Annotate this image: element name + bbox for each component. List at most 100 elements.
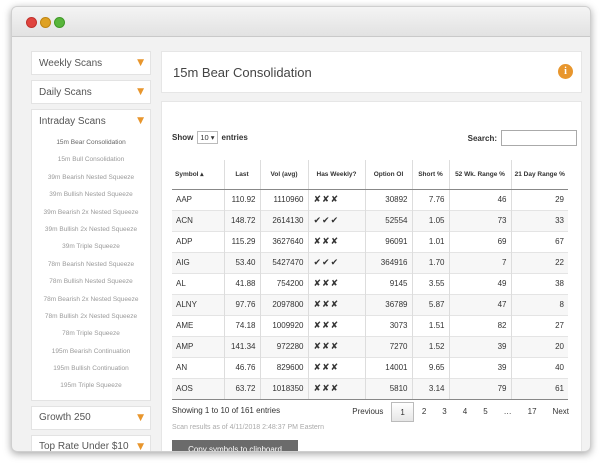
- sidebar-item-scan[interactable]: 78m Bearish Nested Squeeze: [47, 260, 135, 268]
- cell-vol: 754200: [260, 272, 309, 294]
- intraday-scan-list: 15m Bear Consolidation 15m Bull Consolida…: [32, 132, 150, 400]
- column-header-d21[interactable]: 21 Day Range %: [511, 160, 568, 190]
- cell-d21: 67: [511, 230, 568, 252]
- column-header-weekly[interactable]: Has Weekly?: [308, 160, 366, 190]
- cell-vol: 972280: [260, 335, 309, 357]
- cell-wk52: 73: [449, 209, 512, 231]
- search-label: Search:: [467, 133, 497, 143]
- sidebar-item-scan[interactable]: 78m Bullish Nested Squeeze: [49, 278, 133, 286]
- column-header-last[interactable]: Last: [224, 160, 261, 190]
- cell-d21: 33: [511, 209, 568, 231]
- pagination-page[interactable]: 3: [442, 407, 447, 416]
- pagination-page[interactable]: 4: [462, 407, 468, 416]
- sidebar-header-weekly[interactable]: Weekly Scans ▼: [32, 52, 150, 74]
- copy-symbols-button[interactable]: Copy symbols to clipboard: [172, 440, 298, 451]
- sidebar-item-scan[interactable]: 39m Triple Squeeze: [62, 243, 120, 251]
- cell-last: 63.72: [224, 377, 261, 400]
- cell-weekly: ✘✘✘: [308, 356, 366, 378]
- table-body: AAP 110.92 1110960 ✘✘✘ 30892 7.76 46 29 ACN 148.7…: [172, 188, 568, 400]
- entries-select[interactable]: 10 ▾: [197, 131, 218, 144]
- browser-window: Weekly Scans ▼ Daily Scans ▼ Intraday Sc…: [11, 6, 591, 452]
- table-row[interactable]: AAP 110.92 1110960 ✘✘✘ 30892 7.76 46 29: [172, 188, 568, 210]
- info-icon[interactable]: i: [558, 64, 573, 79]
- sidebar-header-label: Daily Scans: [39, 86, 92, 98]
- cell-short: 3.55: [412, 272, 450, 294]
- sidebar-header-label: Top Rate Under $10: [39, 441, 129, 452]
- cell-last: 53.40: [224, 251, 261, 273]
- cell-wk52: 49: [449, 272, 512, 294]
- cell-weekly: ✘✘✘: [308, 230, 366, 252]
- sidebar-item-scan[interactable]: 195m Bearish Continuation: [51, 347, 131, 355]
- maximize-window-button[interactable]: [54, 17, 65, 28]
- sidebar-item-scan[interactable]: 39m Bullish 2x Nested Squeeze: [44, 225, 138, 233]
- cell-d21: 38: [511, 272, 568, 294]
- cell-vol: 2614130: [260, 209, 309, 231]
- cell-symbol: AIG: [172, 251, 225, 273]
- column-header-vol[interactable]: Vol (avg): [260, 160, 309, 190]
- sidebar-item-scan[interactable]: 78m Triple Squeeze: [62, 330, 120, 338]
- table-row[interactable]: AL 41.88 754200 ✘✘✘ 9145 3.55 49 38: [172, 272, 568, 294]
- column-header-oi[interactable]: Option OI: [365, 160, 413, 190]
- column-header-wk52[interactable]: 52 Wk. Range %: [449, 160, 512, 190]
- column-header-short[interactable]: Short %: [412, 160, 450, 190]
- search-input[interactable]: [501, 130, 577, 146]
- cell-wk52: 79: [449, 377, 512, 400]
- pagination-page[interactable]: 17: [527, 407, 537, 416]
- pagination-next[interactable]: Next: [552, 407, 569, 416]
- table-row[interactable]: AIG 53.40 5427470 ✔✔✔ 364916 1.70 7 22: [172, 251, 568, 273]
- cell-wk52: 7: [449, 251, 512, 273]
- scan-header: 15m Bear Consolidation i: [161, 51, 582, 93]
- table-row[interactable]: ADP 115.29 3627640 ✘✘✘ 96091 1.01 69 67: [172, 230, 568, 252]
- cell-short: 1.51: [412, 314, 450, 336]
- search-control: Search:: [468, 130, 577, 146]
- sidebar-header-toprate[interactable]: Top Rate Under $10 ▼: [32, 436, 150, 452]
- table-row[interactable]: ALNY 97.76 2097800 ✘✘✘ 36789 5.87 47 8: [172, 293, 568, 315]
- sidebar-item-scan[interactable]: 39m Bullish Nested Squeeze: [49, 191, 133, 199]
- sidebar-section-growth: Growth 250 ▼: [31, 405, 151, 430]
- page-title: 15m Bear Consolidation: [173, 65, 312, 80]
- cell-oi: 9145: [365, 272, 413, 294]
- table-row[interactable]: AMP 141.34 972280 ✘✘✘ 7270 1.52 39 20: [172, 335, 568, 357]
- sidebar-item-scan[interactable]: 39m Bearish Nested Squeeze: [47, 173, 135, 181]
- sidebar-item-scan[interactable]: 15m Bear Consolidation: [56, 139, 126, 146]
- cell-last: 141.34: [224, 335, 261, 357]
- pagination-previous[interactable]: Previous: [352, 407, 384, 416]
- cell-wk52: 82: [449, 314, 512, 336]
- cell-symbol: AN: [172, 356, 225, 378]
- cell-vol: 5427470: [260, 251, 309, 273]
- cell-last: 148.72: [224, 209, 261, 231]
- cell-d21: 29: [511, 188, 568, 210]
- pagination-page[interactable]: 2: [421, 407, 427, 416]
- sidebar-item-scan[interactable]: 195m Bullish Continuation: [53, 365, 129, 373]
- cell-symbol: AMP: [172, 335, 225, 357]
- sidebar-header-daily[interactable]: Daily Scans ▼: [32, 81, 150, 103]
- pagination: Previous 1 2 3 4 5 … 17 Next: [344, 402, 577, 422]
- table-row[interactable]: AN 46.76 829600 ✘✘✘ 14001 9.65 39 40: [172, 356, 568, 378]
- sidebar-item-scan[interactable]: 39m Bearish 2x Nested Squeeze: [43, 208, 139, 216]
- scan-timestamp: Scan results as of 4/11/2018 2:48:37 PM …: [172, 424, 325, 431]
- table-header-row: Symbol ▴ Last Vol (avg) Has Weekly? Option O…: [172, 160, 568, 190]
- table-row[interactable]: ACN 148.72 2614130 ✔✔✔ 52554 1.05 73 33: [172, 209, 568, 231]
- table-info: Showing 1 to 10 of 161 entries: [172, 406, 281, 415]
- cell-wk52: 46: [449, 188, 512, 210]
- sidebar-item-scan[interactable]: 78m Bearish 2x Nested Squeeze: [43, 295, 139, 303]
- minimize-window-button[interactable]: [40, 17, 51, 28]
- chevron-down-icon: ▼: [137, 58, 144, 68]
- table-row[interactable]: AME 74.18 1009920 ✘✘✘ 3073 1.51 82 27: [172, 314, 568, 336]
- sidebar-header-intraday[interactable]: Intraday Scans ▼: [32, 110, 150, 132]
- sidebar-item-scan[interactable]: 195m Triple Squeeze: [60, 382, 122, 390]
- sidebar-header-growth[interactable]: Growth 250 ▼: [32, 407, 150, 429]
- sidebar-item-scan[interactable]: 15m Bull Consolidation: [57, 156, 125, 164]
- cell-short: 1.01: [412, 230, 450, 252]
- cell-weekly: ✔✔✔: [308, 209, 366, 231]
- pagination-page[interactable]: 5: [483, 407, 488, 416]
- table-row[interactable]: AOS 63.72 1018350 ✘✘✘ 5810 3.14 79 61: [172, 377, 568, 400]
- cell-short: 1.05: [412, 209, 450, 231]
- sidebar-item-scan[interactable]: 78m Bullish 2x Nested Squeeze: [44, 312, 138, 320]
- column-header-symbol[interactable]: Symbol ▴: [172, 160, 225, 190]
- pagination-page[interactable]: 1: [391, 402, 414, 422]
- pagination-page: …: [503, 407, 512, 416]
- close-window-button[interactable]: [26, 17, 37, 28]
- chevron-down-icon: ▼: [137, 441, 144, 452]
- cell-weekly: ✘✘✘: [308, 293, 366, 315]
